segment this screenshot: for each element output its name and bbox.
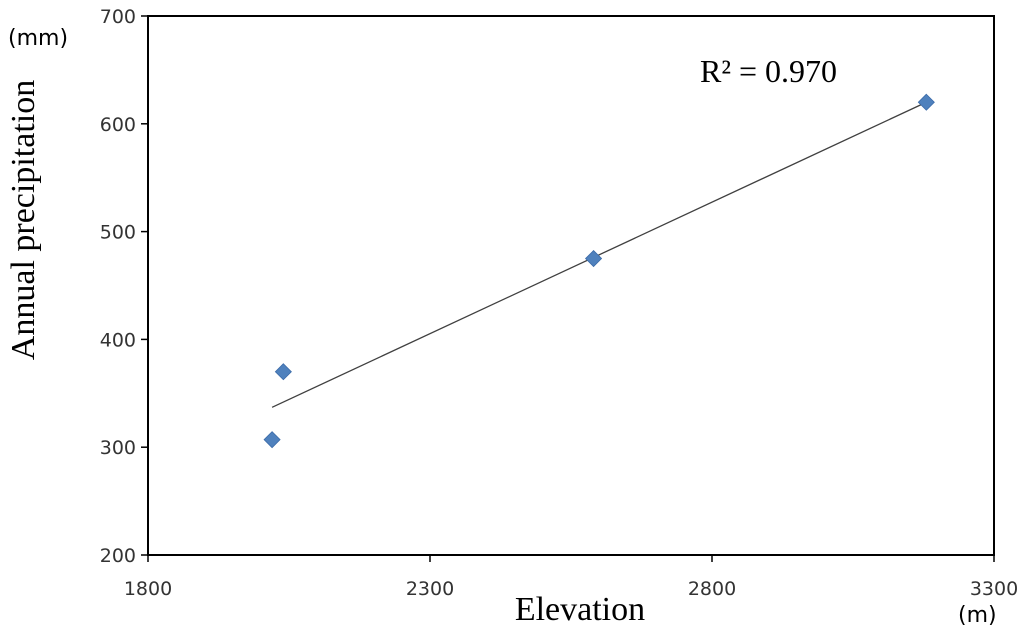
x-axis-title: Elevation [515, 591, 645, 628]
x-axis-ticks: 1800 2300 2800 3300 [124, 555, 1018, 600]
x-tick-label: 2300 [406, 578, 454, 600]
y-tick-label: 500 [100, 222, 136, 244]
y-axis-ticks: 200 300 400 500 600 700 [100, 6, 148, 567]
data-point [584, 249, 603, 268]
x-tick-label: 2800 [688, 578, 736, 600]
r-squared-annotation: R² = 0.970 [700, 53, 837, 89]
data-point [917, 93, 935, 111]
x-unit-label: (m) [958, 603, 997, 628]
y-axis-title: Annual precipitation [5, 80, 42, 360]
trendline [271, 101, 927, 408]
plot-area-frame [147, 15, 995, 556]
data-point [274, 363, 292, 381]
data-point [263, 431, 281, 449]
y-tick-label: 600 [100, 114, 136, 136]
y-tick-label: 300 [100, 437, 136, 459]
y-unit-label: (mm) [8, 26, 68, 51]
x-tick-label: 3300 [970, 578, 1018, 600]
y-tick-label: 400 [100, 329, 136, 351]
data-points [263, 93, 935, 449]
x-tick-label: 1800 [124, 578, 172, 600]
y-tick-label: 200 [100, 545, 136, 567]
y-tick-label: 700 [100, 6, 136, 28]
